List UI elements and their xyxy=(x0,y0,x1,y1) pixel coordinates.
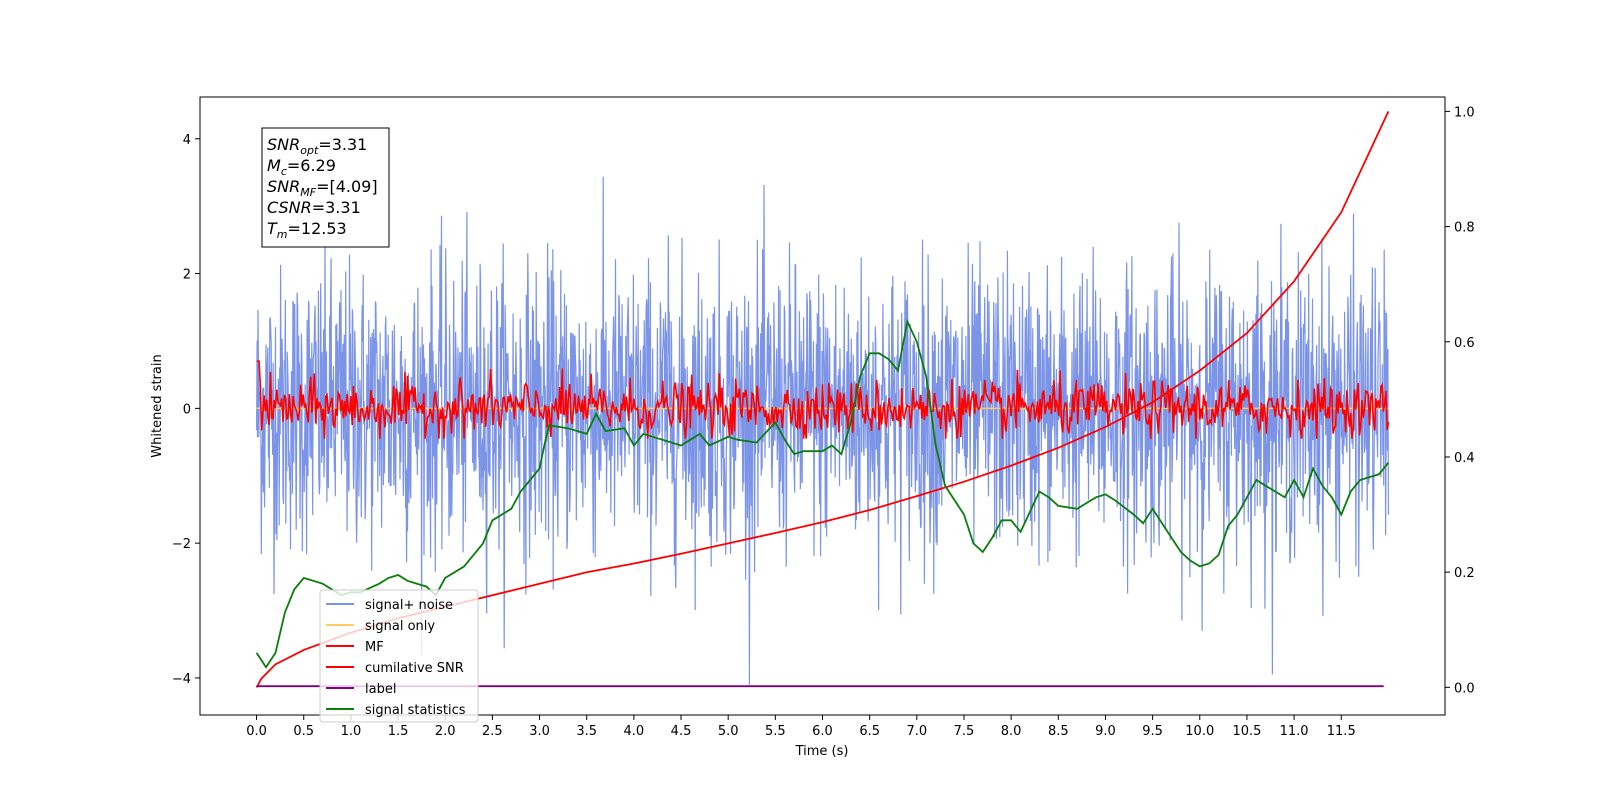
legend-entry: label xyxy=(365,682,396,697)
x-tick-label: 7.0 xyxy=(906,724,927,739)
x-tick-label: 11.5 xyxy=(1327,724,1356,739)
x-tick-label: 6.5 xyxy=(859,724,880,739)
y2-tick-label: 0.2 xyxy=(1454,566,1475,581)
y-tick-label: −2 xyxy=(172,537,191,552)
legend: signal+ noise signal only MF cumilative SNR… xyxy=(319,589,479,723)
x-tick-label: 2.5 xyxy=(482,724,503,739)
x-tick-label: 8.0 xyxy=(1001,724,1022,739)
x-axis-label: Time (s) xyxy=(795,744,849,759)
y2-tick-label: 0.8 xyxy=(1454,221,1475,236)
x-tick-label: 9.0 xyxy=(1095,724,1116,739)
x-tick-label: 3.0 xyxy=(529,724,550,739)
x-tick-label: 5.5 xyxy=(765,724,786,739)
x-tick-label: 4.0 xyxy=(624,724,645,739)
stats-line: Tm=12.53 xyxy=(267,219,347,241)
y-tick-label: 2 xyxy=(183,268,191,283)
y2-tick-label: 1.0 xyxy=(1454,105,1475,120)
y-tick-label: 4 xyxy=(183,133,191,148)
stats-line: SNRMF=[4.09] xyxy=(267,177,378,199)
x-tick-label: 6.0 xyxy=(812,724,833,739)
y-axis-ticks: −4 −2 0 2 4 xyxy=(172,133,200,687)
series-mf xyxy=(256,360,1390,439)
legend-entry: signal+ noise xyxy=(365,598,453,613)
x-tick-label: 4.5 xyxy=(671,724,692,739)
series-signal-statistics xyxy=(255,318,1390,669)
x-tick-label: 7.5 xyxy=(954,724,975,739)
x-tick-label: 1.0 xyxy=(341,724,362,739)
x-tick-label: 3.5 xyxy=(576,724,597,739)
y2-tick-label: 0.6 xyxy=(1454,336,1475,351)
x-tick-label: 9.5 xyxy=(1142,724,1163,739)
x-tick-label: 2.0 xyxy=(435,724,456,739)
x-tick-label: 5.0 xyxy=(718,724,739,739)
x-tick-label: 0.0 xyxy=(246,724,267,739)
legend-entry: signal statistics xyxy=(365,703,466,718)
legend-entry: MF xyxy=(365,640,384,655)
x-tick-label: 10.5 xyxy=(1232,724,1261,739)
stats-line: SNRopt=3.31 xyxy=(267,135,367,157)
legend-frame xyxy=(319,589,479,723)
x-tick-label: 8.5 xyxy=(1048,724,1069,739)
y2-tick-label: 0.0 xyxy=(1454,681,1475,696)
y-axis-label: Whitened strain xyxy=(150,354,165,457)
y2-axis-ticks: 0.0 0.2 0.4 0.6 0.8 1.0 xyxy=(1445,105,1475,696)
y-tick-label: −4 xyxy=(172,672,191,687)
y2-tick-label: 0.4 xyxy=(1454,451,1475,466)
stats-line: CSNR=3.31 xyxy=(267,198,361,217)
stats-box-frame xyxy=(261,127,390,248)
legend-entry: cumilative SNR xyxy=(365,661,464,676)
y-tick-label: 0 xyxy=(183,402,191,417)
x-tick-label: 10.0 xyxy=(1185,724,1214,739)
x-tick-label: 1.5 xyxy=(388,724,409,739)
x-tick-label: 11.0 xyxy=(1280,724,1309,739)
series-signal-noise xyxy=(256,176,1390,685)
stats-line: Mc=6.29 xyxy=(267,156,336,178)
x-tick-label: 0.5 xyxy=(293,724,314,739)
x-axis-ticks: 0.0 0.5 1.0 1.5 2.0 2.5 3.0 3.5 4.0 4.5 5.0 5.5 6.0 6… xyxy=(246,715,1356,739)
legend-entry: signal only xyxy=(365,619,435,634)
